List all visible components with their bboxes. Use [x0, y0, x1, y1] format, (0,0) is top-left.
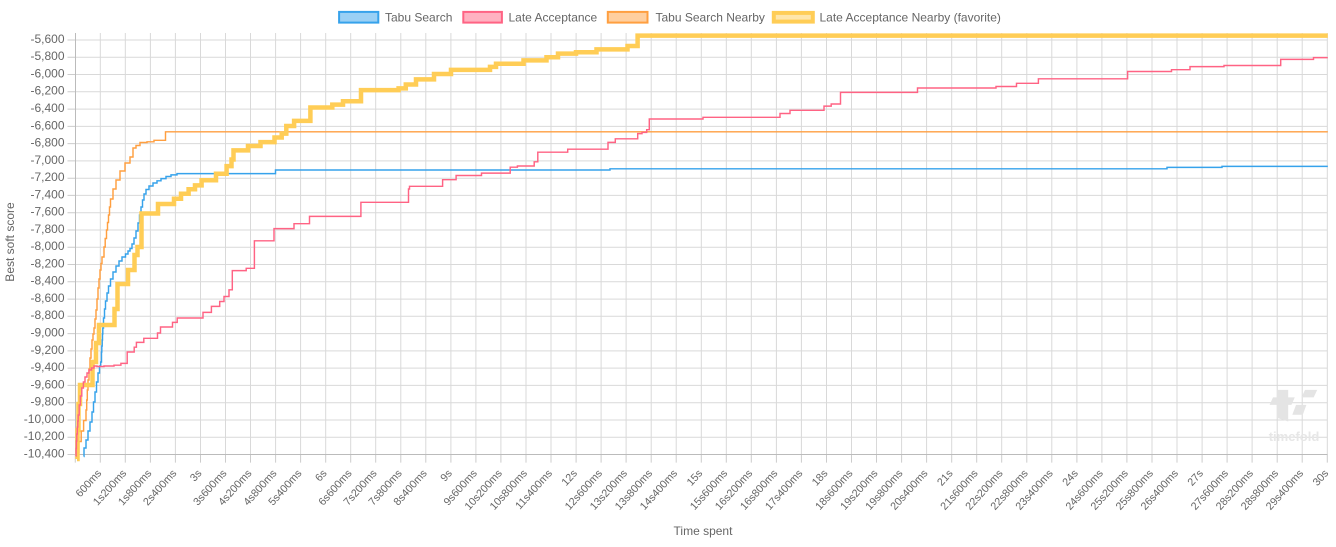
svg-text:-9,800: -9,800 — [30, 395, 64, 409]
svg-text:-8,800: -8,800 — [30, 308, 64, 322]
svg-text:-7,600: -7,600 — [30, 205, 64, 219]
svg-text:-7,200: -7,200 — [30, 170, 64, 184]
svg-text:-10,000: -10,000 — [24, 412, 65, 426]
svg-text:timefold: timefold — [1269, 429, 1320, 444]
svg-text:-7,000: -7,000 — [30, 153, 64, 167]
svg-text:-8,000: -8,000 — [30, 239, 64, 253]
svg-text:-6,200: -6,200 — [30, 84, 64, 98]
svg-text:-9,600: -9,600 — [30, 377, 64, 391]
svg-text:-8,400: -8,400 — [30, 274, 64, 288]
svg-text:-10,200: -10,200 — [24, 429, 65, 443]
svg-text:-5,600: -5,600 — [30, 32, 64, 46]
svg-text:-6,400: -6,400 — [30, 101, 64, 115]
svg-text:-5,800: -5,800 — [30, 49, 64, 63]
svg-text:Tabu Search Nearby: Tabu Search Nearby — [656, 11, 765, 25]
svg-text:Late Acceptance Nearby (favori: Late Acceptance Nearby (favorite) — [820, 11, 1001, 25]
svg-text:-10,400: -10,400 — [24, 446, 65, 460]
svg-text:-9,200: -9,200 — [30, 343, 64, 357]
svg-text:Late Acceptance: Late Acceptance — [509, 11, 598, 25]
svg-text:-7,800: -7,800 — [30, 222, 64, 236]
svg-text:-7,400: -7,400 — [30, 187, 64, 201]
svg-text:Best soft score: Best soft score — [3, 202, 17, 282]
svg-text:-8,200: -8,200 — [30, 256, 64, 270]
svg-text:-6,600: -6,600 — [30, 118, 64, 132]
svg-text:-6,000: -6,000 — [30, 66, 64, 80]
svg-text:-8,600: -8,600 — [30, 291, 64, 305]
svg-text:Time spent: Time spent — [674, 524, 734, 538]
svg-text:-9,000: -9,000 — [30, 326, 64, 340]
svg-text:Tabu Search: Tabu Search — [385, 11, 452, 25]
svg-text:-9,400: -9,400 — [30, 360, 64, 374]
svg-text:-6,800: -6,800 — [30, 136, 64, 150]
